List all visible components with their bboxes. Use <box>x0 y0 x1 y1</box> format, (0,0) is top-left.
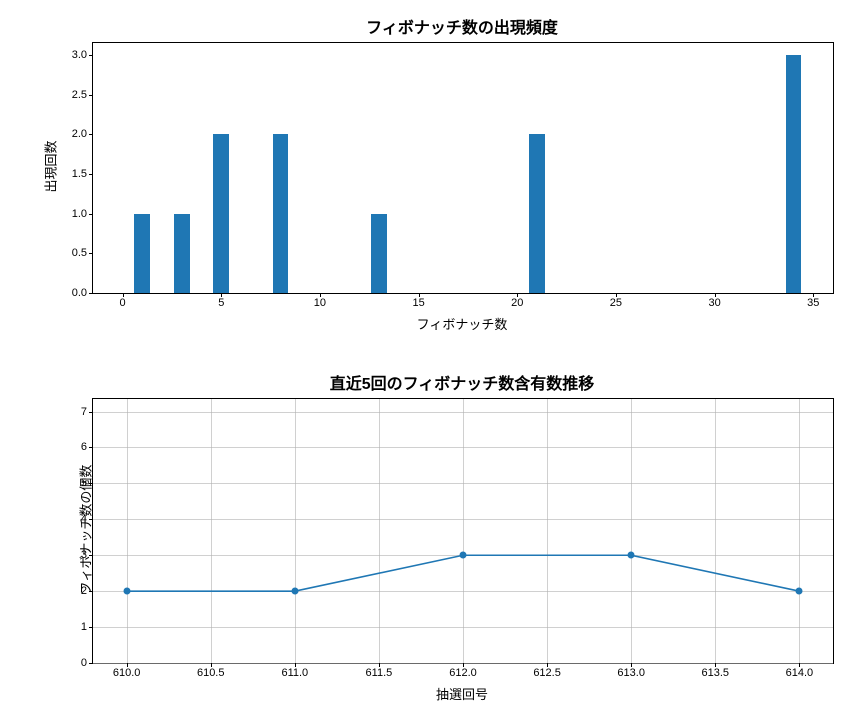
tickmark <box>89 174 93 175</box>
bar <box>529 134 545 293</box>
tickmark <box>211 663 212 667</box>
tickmark <box>419 293 420 297</box>
bar <box>134 214 150 293</box>
tickmark <box>89 663 93 664</box>
bottom-xlabel: 抽選回号 <box>92 684 832 703</box>
bar <box>174 214 190 293</box>
tickmark <box>715 663 716 667</box>
tickmark <box>295 663 296 667</box>
tickmark <box>89 214 93 215</box>
tickmark <box>379 663 380 667</box>
tickmark <box>127 663 128 667</box>
bar <box>273 134 289 293</box>
bar <box>213 134 229 293</box>
data-marker <box>796 588 803 595</box>
tickmark <box>89 134 93 135</box>
bar <box>371 214 387 293</box>
line-plot <box>93 399 833 663</box>
tickmark <box>89 95 93 96</box>
tickmark <box>320 293 321 297</box>
bar <box>786 55 802 293</box>
tickmark <box>89 293 93 294</box>
tickmark <box>89 253 93 254</box>
bottom-title: 直近5回のフィボナッチ数含有数推移 <box>92 370 832 394</box>
data-marker <box>460 552 467 559</box>
tickmark <box>813 293 814 297</box>
top-ylabel: 出現回数 <box>41 140 60 192</box>
tickmark <box>547 663 548 667</box>
tickmark <box>616 293 617 297</box>
tickmark <box>799 663 800 667</box>
data-marker <box>628 552 635 559</box>
tickmark <box>517 293 518 297</box>
tickmark <box>89 55 93 56</box>
bottom-plot-area: 01234567610.0610.5611.0611.5612.0612.561… <box>92 398 834 664</box>
top-title: フィボナッチ数の出現頻度 <box>92 14 832 38</box>
data-marker <box>123 588 130 595</box>
top-plot-area: 0.00.51.01.52.02.53.005101520253035 <box>92 42 834 294</box>
tickmark <box>123 293 124 297</box>
tickmark <box>631 663 632 667</box>
figure: フィボナッチ数の出現頻度 0.00.51.01.52.02.53.0051015… <box>0 0 864 720</box>
tickmark <box>715 293 716 297</box>
tickmark <box>221 293 222 297</box>
data-marker <box>291 588 298 595</box>
bottom-ylabel: フィボナッチ数の個数 <box>75 465 94 595</box>
top-xlabel: フィボナッチ数 <box>92 314 832 333</box>
tickmark <box>463 663 464 667</box>
